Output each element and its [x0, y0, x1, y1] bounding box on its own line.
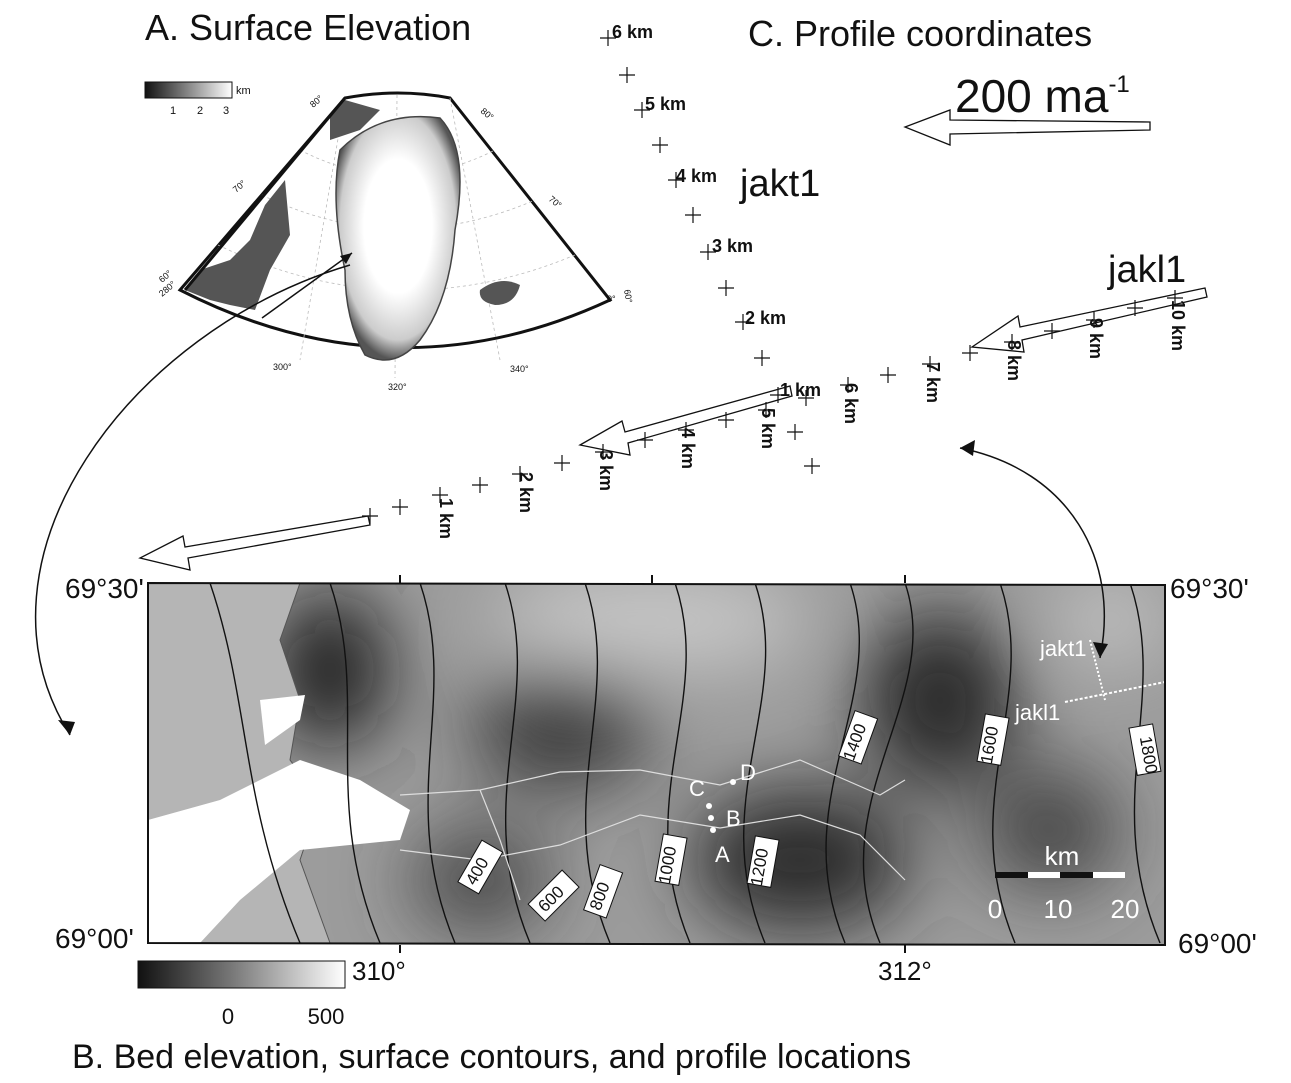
- graticule-label: 320°: [388, 382, 407, 392]
- longitude-label: 312°: [878, 956, 932, 986]
- profile-marker: [619, 67, 635, 83]
- point-label: C: [689, 776, 705, 801]
- bed-colorbar: [138, 961, 345, 988]
- profile-label: jakt1: [1039, 636, 1086, 661]
- profile-marker: [787, 424, 803, 440]
- figure: A. Surface Elevation km 1 2 3 80° 80° 70° 70° 60°…: [0, 0, 1291, 1078]
- profile-marker: [718, 280, 734, 296]
- colorbar-tick: 1: [170, 105, 176, 117]
- graticule-label: 0°: [607, 294, 616, 304]
- latitude-label: 69°30': [1170, 573, 1249, 604]
- colorbar-tick: 3: [223, 105, 229, 117]
- point-label: A: [715, 842, 730, 867]
- distance-label: 10 km: [1168, 300, 1188, 351]
- distance-label: 6 km: [841, 383, 861, 424]
- distance-label: 9 km: [1086, 318, 1106, 359]
- distance-label: 2 km: [516, 472, 536, 513]
- profile-label: jakl1: [1014, 700, 1060, 725]
- point-label: B: [726, 806, 741, 831]
- profile-name: jakt1: [739, 163, 820, 205]
- longitude-label: 310°: [352, 956, 406, 986]
- panel-title: B. Bed elevation, surface contours, and …: [72, 1038, 911, 1076]
- latitude-label: 69°00': [55, 923, 134, 954]
- profile-marker: [754, 350, 770, 366]
- distance-label: 7 km: [923, 362, 943, 403]
- distance-label: 5 km: [758, 408, 778, 449]
- distance-label: 6 km: [612, 22, 653, 42]
- distance-label: 8 km: [1004, 340, 1024, 381]
- scale-tick: 10: [1044, 894, 1073, 924]
- profile-marker: [685, 207, 701, 223]
- distance-label: 5 km: [645, 94, 686, 114]
- profile-marker: [652, 137, 668, 153]
- profile-marker: [804, 458, 820, 474]
- graticule-label: 340°: [510, 364, 529, 374]
- velocity-scale: 200 ma-1: [955, 70, 1130, 122]
- distance-label: 4 km: [678, 428, 698, 469]
- profile-marker: [472, 477, 488, 493]
- latitude-label: 69°30': [65, 573, 144, 604]
- colorbar-tick: 2: [197, 105, 203, 117]
- profile-name: jakl1: [1107, 249, 1186, 291]
- scale-tick: 20: [1111, 894, 1140, 924]
- distance-label: 3 km: [596, 450, 616, 491]
- distance-label: 1 km: [436, 498, 456, 539]
- panel-title: C. Profile coordinates: [748, 13, 1092, 54]
- scale-tick: 0: [988, 894, 1002, 924]
- graticule-label: 300°: [273, 362, 292, 372]
- distance-label: 4 km: [676, 166, 717, 186]
- inset-map: [145, 82, 610, 378]
- scale-unit: km: [1045, 841, 1080, 871]
- velocity-exponent: -1: [1108, 71, 1129, 98]
- distance-label: 3 km: [712, 236, 753, 256]
- point-label: D: [740, 760, 756, 785]
- bed-map: [140, 570, 1170, 950]
- graticule-label: 80°: [479, 106, 496, 123]
- distance-label: 2 km: [745, 308, 786, 328]
- panel-title: A. Surface Elevation: [145, 7, 471, 48]
- graticule-label: 60°: [622, 289, 634, 305]
- distance-label: 1 km: [780, 380, 821, 400]
- profile-marker: [554, 455, 570, 471]
- profile-marker: [880, 367, 896, 383]
- profile-marker: [392, 499, 408, 515]
- colorbar-tick: 500: [308, 1004, 345, 1029]
- graticule-label: 70°: [231, 178, 248, 195]
- colorbar-unit: km: [236, 85, 251, 97]
- graticule-label: 80°: [308, 93, 325, 110]
- latitude-label: 69°00': [1178, 928, 1257, 959]
- colorbar-tick: 0: [222, 1004, 234, 1029]
- graticule-label: 70°: [547, 194, 564, 211]
